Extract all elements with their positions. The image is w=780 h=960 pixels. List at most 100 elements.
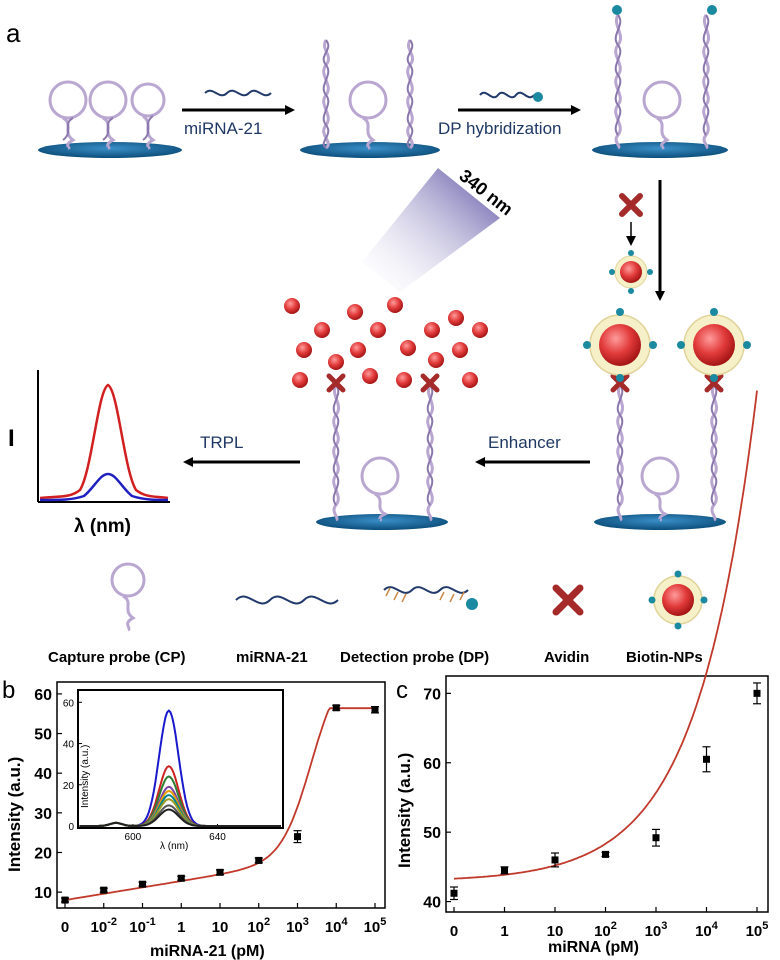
y-tick-label: 60 — [423, 756, 441, 773]
y-tick-label: 50 — [34, 727, 52, 744]
inset-x-tick-label: 640 — [209, 832, 226, 843]
x-tick-label: 10 — [547, 923, 564, 940]
x-tick-label: 10-2 — [91, 916, 117, 936]
data-point — [61, 896, 69, 904]
data-point — [703, 755, 710, 763]
data-point — [139, 880, 146, 888]
chart-b-ylabel: Intensity (a.u.) — [5, 757, 24, 872]
data-point — [501, 866, 508, 874]
panel-label-b: b — [2, 677, 15, 704]
legend-label: Capture probe (CP) — [48, 649, 186, 666]
panel-label-a: a — [6, 18, 21, 48]
x-tick-label: 104 — [325, 916, 349, 936]
x-tick-label: 10-1 — [129, 916, 155, 936]
x-tick-label: 102 — [594, 920, 617, 940]
mirna-icon — [235, 595, 339, 605]
chart-b-xlabel: miRNA-21 (pM) — [150, 943, 265, 960]
panel-label-c: c — [396, 677, 408, 704]
chart-c-xlabel: miRNA (pM) — [548, 939, 639, 956]
chart-c-frame — [445, 675, 769, 913]
data-point — [100, 886, 108, 894]
inset-spectrum-line — [80, 808, 281, 827]
y-tick-label: 40 — [34, 766, 52, 783]
stage-mirna-hybridized — [300, 39, 440, 158]
inset-ylabel: Intensity (a.u.) — [80, 745, 91, 808]
hairpin-probe — [88, 80, 128, 150]
chart-b-inset: 0 20 40 60 600 640 Intensity (a.u.) λ (nm) — [63, 689, 284, 852]
inset-x-tick-label: 600 — [125, 832, 142, 843]
x-tick-label: 0 — [450, 923, 458, 940]
x-tick-label: 103 — [645, 920, 668, 940]
inset-xlabel: λ (nm) — [160, 841, 188, 852]
inset-y-tick-label: 20 — [63, 781, 75, 792]
data-point — [450, 889, 458, 897]
y-tick-label: 20 — [34, 845, 52, 862]
biotin-tag-icon — [533, 92, 543, 102]
x-tick-label: 0 — [61, 919, 69, 936]
legend-label: miRNA-21 — [236, 649, 308, 666]
spectrum-x-label: λ (nm) — [74, 516, 131, 537]
data-point — [551, 856, 559, 864]
biotin-np-icon — [648, 570, 708, 630]
fit-curve — [453, 390, 758, 880]
stage-capture-probes — [38, 80, 182, 158]
y-tick-label: 30 — [34, 806, 52, 823]
legend-label: Detection probe (DP) — [340, 649, 489, 666]
data-point — [294, 833, 301, 841]
detection-probe-strand-icon — [479, 91, 535, 99]
mirna-strand-icon — [204, 89, 272, 97]
data-point — [216, 868, 224, 876]
inset-y-tick-label: 60 — [63, 698, 75, 709]
hairpin-probe — [48, 80, 88, 150]
data-point — [753, 689, 761, 697]
x-tick-label: 104 — [695, 920, 719, 940]
spectrum-y-label: I — [8, 425, 15, 452]
chart-c-ylabel: Intensity (a.u.) — [395, 753, 414, 868]
stage-enhanced — [284, 297, 488, 530]
stage-dp-hybridized — [592, 5, 728, 158]
step4-label: Enhancer — [488, 433, 561, 452]
x-tick-label: 105 — [746, 920, 769, 940]
avidin-np-addition — [609, 193, 653, 294]
x-tick-label: 10 — [212, 919, 229, 936]
detection-probe-icon — [383, 586, 478, 610]
data-point — [177, 874, 185, 882]
capture-probe-icon — [110, 562, 146, 632]
mini-spectrum: I λ (nm) — [8, 370, 170, 537]
substrate-disc — [300, 142, 440, 158]
x-tick-label: 103 — [286, 916, 309, 936]
legend-label: Biotin-NPs — [626, 649, 703, 666]
inset-y-tick-label: 40 — [63, 740, 75, 751]
data-point — [255, 856, 263, 864]
x-tick-label: 1 — [177, 919, 185, 936]
step5-label: TRPL — [200, 433, 243, 452]
y-tick-label: 60 — [34, 687, 52, 704]
substrate-disc — [316, 514, 448, 530]
chart-b: 10 20 30 40 50 60 0 10-2 10-1 1 10 102 103 104 105 In… — [5, 681, 386, 960]
data-point — [602, 850, 609, 858]
substrate-disc — [592, 142, 728, 158]
legend: Capture probe (CP) miRNA-21 Detection pr… — [48, 562, 708, 666]
substrate-disc — [38, 142, 182, 158]
spectrum-curve-red — [39, 383, 169, 500]
data-point — [371, 706, 379, 714]
spectrum-curve-blue — [39, 472, 169, 502]
inset-y-tick-label: 0 — [68, 822, 74, 833]
uv-beam — [362, 168, 500, 292]
x-tick-label: 1 — [500, 923, 508, 940]
released-particles — [284, 297, 488, 388]
step1-label: miRNA-21 — [184, 119, 262, 138]
avidin-icon — [552, 584, 584, 616]
data-point — [332, 704, 340, 712]
y-tick-label: 10 — [34, 885, 52, 902]
substrate-disc — [594, 514, 726, 530]
step2-label: DP hybridization — [438, 119, 561, 138]
chart-b-frame — [56, 681, 386, 909]
data-point — [652, 834, 660, 842]
x-tick-label: 102 — [247, 916, 270, 936]
y-tick-label: 70 — [423, 686, 441, 703]
y-tick-label: 40 — [423, 895, 441, 912]
hairpin-probe — [130, 82, 166, 150]
stage-np-bound — [583, 308, 751, 530]
